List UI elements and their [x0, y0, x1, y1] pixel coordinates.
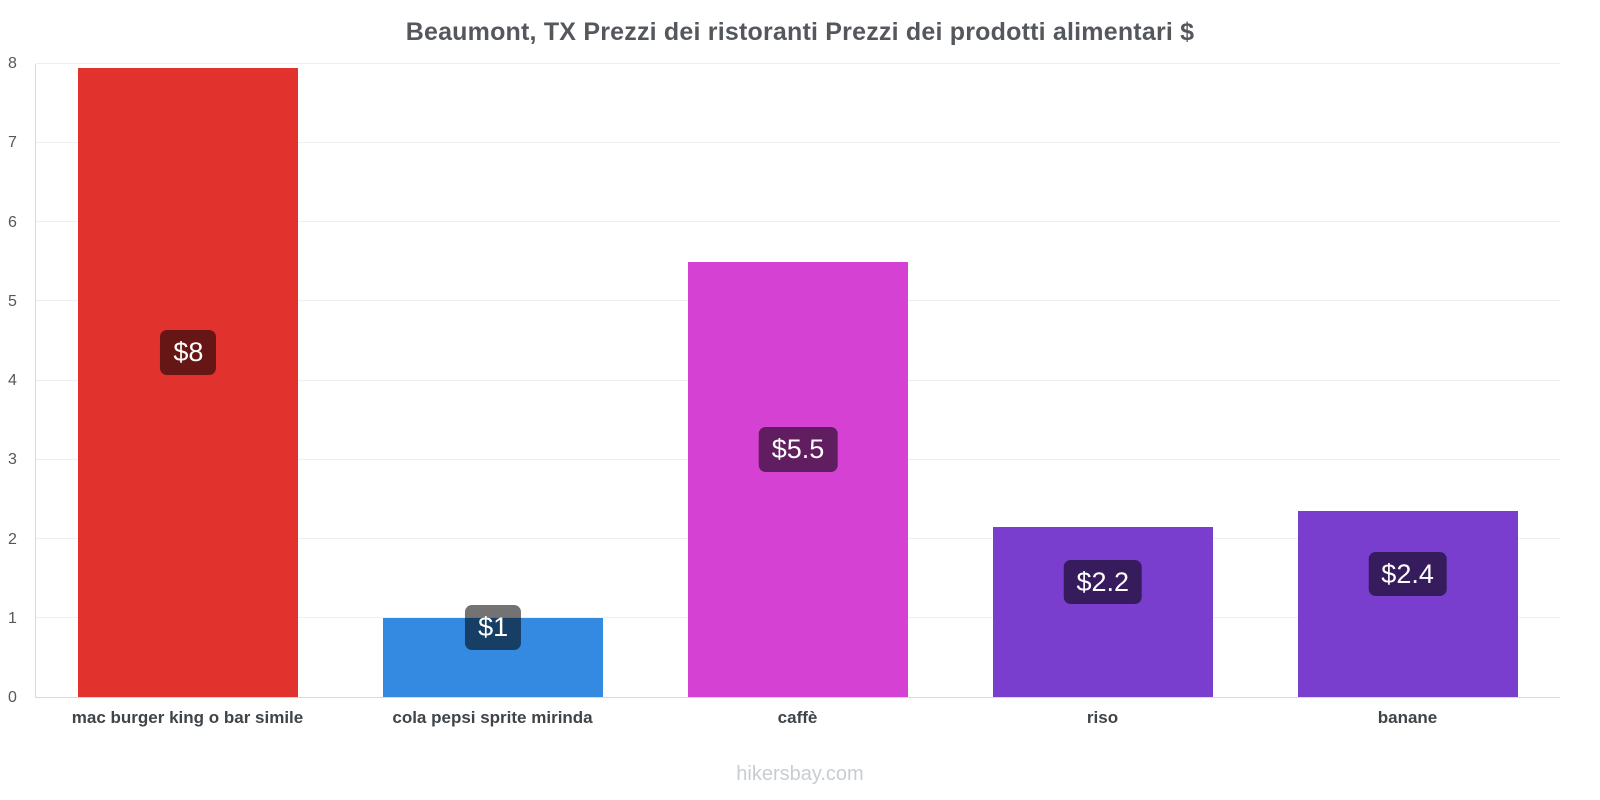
bar-value-label: $2.2 — [1063, 559, 1143, 605]
y-tick-label: 4 — [8, 372, 17, 389]
gridline — [36, 142, 1560, 144]
bar-slot: $8 — [36, 64, 341, 697]
bar-slot: $5.5 — [646, 64, 951, 697]
y-tick-label: 1 — [8, 609, 17, 627]
y-tick-label: 6 — [8, 213, 17, 231]
bar-slot: $1 — [341, 64, 646, 697]
bar-value-label: $1 — [465, 605, 522, 650]
gridline — [36, 221, 1560, 223]
bar-value-label: $8 — [160, 330, 217, 375]
x-axis-label: banane — [1377, 708, 1438, 727]
y-tick-label: 2 — [8, 530, 17, 548]
bar-value-label: $5.5 — [758, 427, 838, 472]
x-axis-label: caffè — [777, 708, 818, 727]
bar-4[interactable]: $2.2 — [992, 526, 1213, 697]
bar-5[interactable]: $2.4 — [1297, 511, 1518, 697]
y-tick-label: 7 — [8, 134, 17, 152]
y-tick-label: 3 — [8, 451, 17, 469]
y-tick-label: 0 — [8, 689, 17, 706]
y-tick-label: 5 — [8, 292, 17, 310]
y-axis: 0 1 2 3 4 5 6 7 8 — [8, 56, 32, 706]
bar-2[interactable]: $1 — [383, 605, 604, 697]
x-axis-labels: mac burger king o bar simile cola pepsi s… — [35, 708, 1560, 728]
x-axis-label: riso — [1086, 708, 1119, 727]
plot-area: $8 $1 $5.5 $2.2 $2.4 — [35, 63, 1560, 698]
x-axis-label: mac burger king o bar simile — [71, 708, 304, 727]
bar-value-label: $2.4 — [1368, 552, 1447, 597]
bar-3[interactable]: $5.5 — [687, 261, 908, 697]
bar-1[interactable]: $8 — [78, 67, 299, 697]
bar-slot: $2.4 — [1255, 64, 1560, 697]
watermark-text: hikersbay.com — [736, 763, 864, 785]
x-axis-label: cola pepsi sprite mirinda — [392, 708, 593, 727]
y-tick-label: 8 — [8, 55, 17, 72]
gridline — [36, 63, 1560, 64]
bars-layer: $8 $1 $5.5 $2.2 $2.4 — [36, 64, 1560, 697]
chart-title: Beaumont, TX Prezzi dei ristoranti Prezz… — [405, 18, 1195, 46]
bar-slot: $2.2 — [950, 64, 1255, 697]
